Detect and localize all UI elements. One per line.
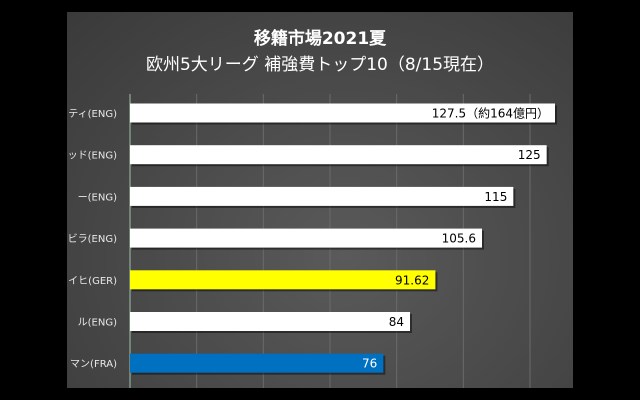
bar (130, 145, 547, 165)
bar (130, 270, 436, 290)
category-label: ー(ENG) (78, 192, 117, 203)
bar (130, 353, 384, 373)
bar (130, 103, 555, 123)
bar (130, 228, 482, 248)
bar (130, 186, 514, 206)
data-label: 127.5（約164億円） (432, 106, 549, 121)
category-label: ティ(ENG) (68, 109, 117, 120)
chart-subtitle: 欧州5大リーグ 補強費トップ10（8/15現在） (145, 55, 495, 75)
category-label: マン(FRA) (70, 359, 117, 370)
category-label: ル(ENG) (78, 318, 117, 329)
chart-title: 移籍市場2021夏 (253, 29, 387, 49)
data-label: 115 (484, 190, 507, 204)
bar-chart: ティ(ENG) 127.5（約164億円） ッド(ENG) 125 ー(ENG) 115 ビ… (68, 94, 557, 388)
data-label: 91.62 (395, 273, 429, 287)
bar (130, 312, 410, 331)
category-label: ッド(ENG) (68, 151, 117, 162)
data-label: 125 (518, 148, 541, 162)
data-label: 76 (362, 357, 377, 371)
data-label: 105.6 (442, 232, 476, 246)
category-label: イヒ(GER) (68, 275, 117, 287)
category-label: ビラ(ENG) (68, 233, 117, 245)
data-label: 84 (389, 315, 404, 329)
chart-panel: 移籍市場2021夏 欧州5大リーグ 補強費トップ10（8/15現在） ティ(EN… (67, 12, 573, 388)
